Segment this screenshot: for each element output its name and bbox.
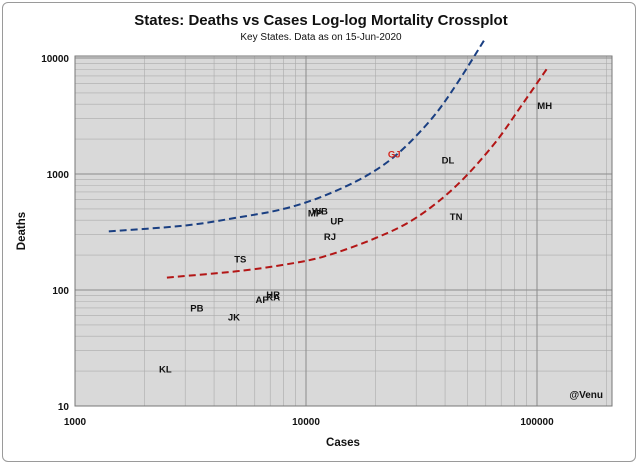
x-tick-label: 100000 — [520, 417, 554, 428]
plot-area — [75, 56, 612, 406]
x-tick-labels: 1000 10000 100000 — [64, 417, 554, 428]
state-label-rj: RJ — [324, 232, 336, 243]
grid-minor — [75, 56, 612, 406]
y-tick-label: 100 — [52, 286, 69, 297]
state-label-mp: MP — [308, 209, 323, 220]
x-tick-label: 1000 — [64, 417, 87, 428]
state-label-ts: TS — [234, 254, 246, 265]
state-label-mh: MH — [537, 101, 552, 112]
y-tick-label: 10000 — [41, 54, 69, 65]
plot-border — [74, 55, 613, 407]
state-label-tn: TN — [450, 212, 463, 223]
state-label-hr: HR — [266, 290, 280, 301]
state-label-dl: DL — [442, 156, 455, 167]
trend-curves — [108, 37, 548, 279]
state-label-ka: KA — [266, 292, 280, 303]
trend-curve-lower-trend — [166, 68, 548, 279]
state-label-gj: GJ — [388, 149, 401, 160]
x-axis-label: Cases — [326, 437, 360, 449]
state-label-jk: JK — [228, 313, 240, 324]
state-label-kl: KL — [159, 365, 172, 376]
y-tick-label: 1000 — [47, 170, 70, 181]
state-label-wb: WB — [312, 206, 328, 217]
state-label-ap: AP — [256, 295, 270, 306]
state-label-pb: PB — [190, 303, 203, 314]
chart-frame: States: Deaths vs Cases Log-log Mortalit… — [2, 2, 636, 462]
x-tick-label: 10000 — [292, 417, 320, 428]
y-tick-labels: 10 100 1000 10000 — [41, 54, 69, 413]
credit-label: @Venu — [569, 390, 603, 401]
state-label-up: UP — [330, 216, 344, 227]
y-axis-label: Deaths — [16, 212, 28, 250]
y-tick-label: 10 — [58, 402, 70, 413]
chart-subtitle: Key States. Data as on 15-Jun-2020 — [240, 32, 402, 43]
chart-svg: States: Deaths vs Cases Log-log Mortalit… — [16, 12, 613, 449]
chart-title: States: Deaths vs Cases Log-log Mortalit… — [134, 12, 507, 29]
